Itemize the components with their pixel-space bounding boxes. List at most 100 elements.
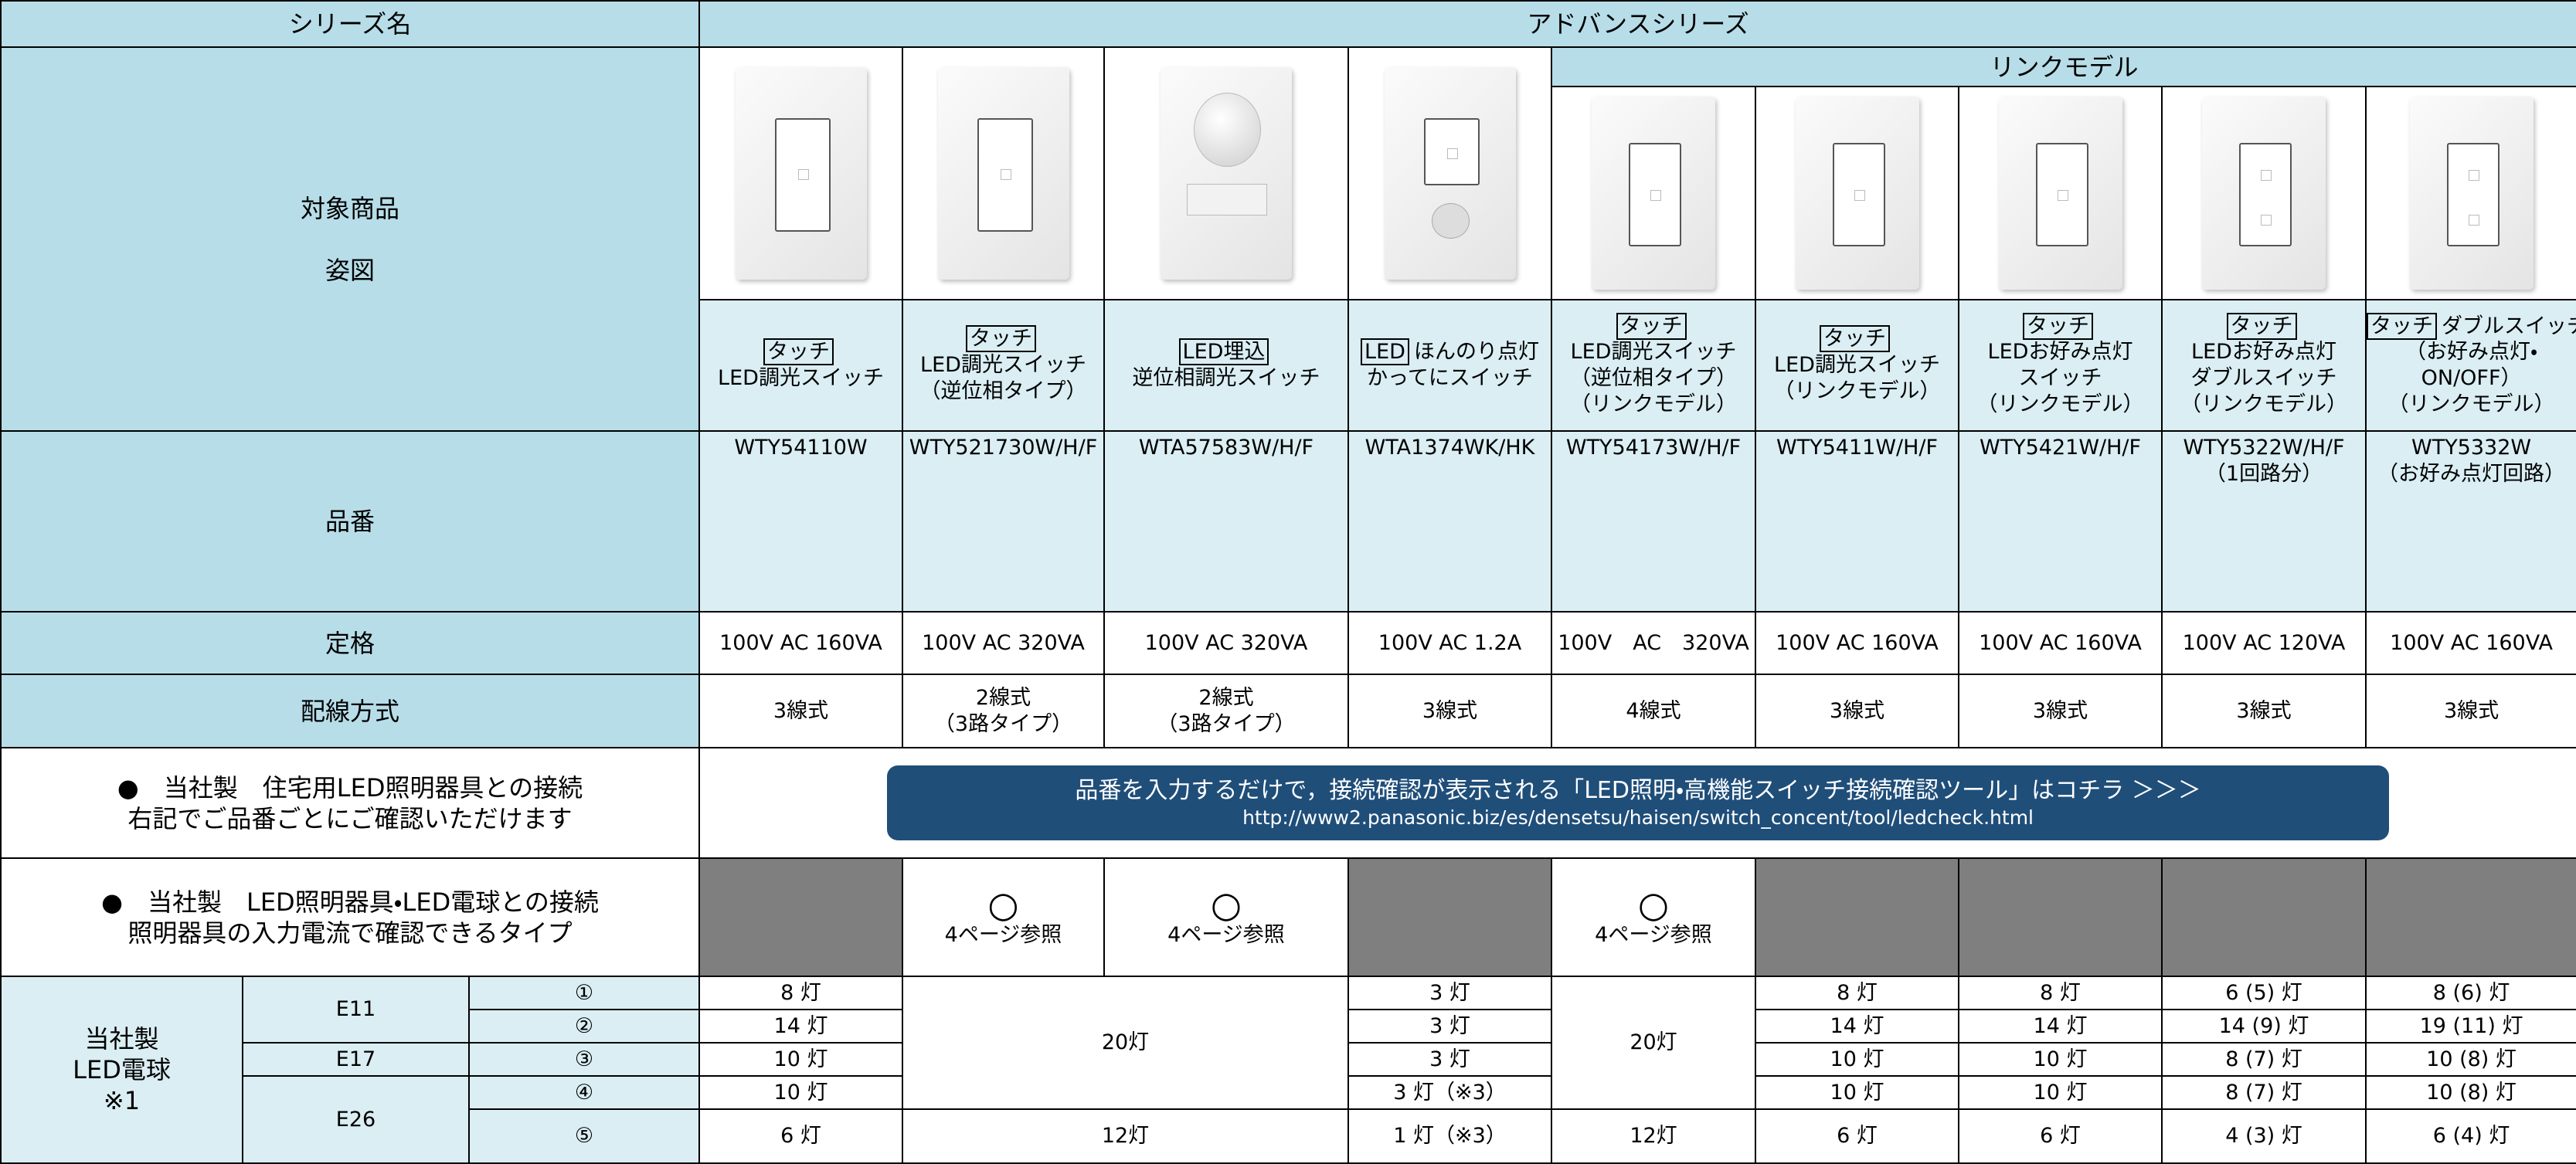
badge: LED埋込: [1178, 338, 1269, 366]
name-line: LEDお好み点灯: [2163, 339, 2364, 365]
switch-key: [977, 118, 1033, 232]
bulb-count: 6 灯: [1958, 1108, 2163, 1164]
bulb-count: 8 (6) 灯: [2364, 976, 2576, 1010]
name-text: （リンクモデル）: [1976, 392, 2144, 416]
bulb-count-text: 10 (8) 灯: [2426, 1047, 2517, 1071]
part-text: WTA1374WK/HK: [1364, 436, 1535, 460]
bulb-count-text: 8 (7) 灯: [2225, 1080, 2302, 1105]
rating: 100V AC 160VA: [2364, 611, 2576, 675]
socket-text: E17: [335, 1047, 376, 1071]
row-label-text: 対象商品: [300, 193, 399, 223]
switch-key: [2239, 143, 2292, 246]
bulb-count: 10 灯: [1958, 1042, 2163, 1077]
name-line: タッチ: [2163, 312, 2364, 340]
dial: [1193, 93, 1261, 167]
part-number: WTY5322W/H/F （1回路分）: [2161, 430, 2367, 613]
bulb-count-text: 14 (9) 灯: [2218, 1013, 2309, 1038]
bulb-num: ①: [468, 976, 700, 1010]
name-line: LED調光スイッチ: [1757, 352, 1957, 378]
banner-cell: 品番を入力するだけで，接続確認が表示される「LED照明・高機能スイッチ接続確認ツ…: [698, 747, 2576, 859]
bulb-count-text: 3 灯: [1429, 980, 1470, 1005]
bulb-count-text: 8 灯: [780, 980, 821, 1005]
wiring-text: 3線式: [2032, 698, 2088, 723]
led-check: [1958, 857, 2163, 977]
wiring: 3線式: [2161, 674, 2367, 748]
bulb-count: 10 (8) 灯: [2364, 1042, 2576, 1077]
switch-dot: [1650, 189, 1661, 201]
bulb-count: 6 灯: [1755, 1108, 1959, 1164]
bulb-count: 12灯: [902, 1108, 1349, 1164]
bulb-count: 14 (9) 灯: [2161, 1009, 2367, 1044]
bulb-label: 当社製 LED電球 ※1: [0, 976, 243, 1164]
name-line: （リンクモデル）: [2367, 392, 2575, 418]
rating: 100V AC 320VA: [1103, 611, 1349, 675]
bar: [1187, 184, 1267, 215]
banner-url: http://www2.panasonic.biz/es/densetsu/ha…: [1242, 806, 2034, 829]
bulb-count-text: 1 灯（※3）: [1393, 1124, 1507, 1149]
bulb-num-text: ⑤: [574, 1124, 594, 1149]
check-text: 4ページ参照: [1595, 922, 1712, 947]
row-label-text: 品番: [325, 507, 375, 536]
part-text: WTY54110W: [734, 436, 868, 460]
switch-image: [937, 67, 1069, 280]
bulb-count-text: 19 (11) 灯: [2419, 1013, 2523, 1038]
bulb-count-text: 14 灯: [1830, 1013, 1884, 1038]
circle-mark: ○: [987, 883, 1019, 925]
name-text: （リンクモデル）: [1570, 392, 1737, 416]
switch-image: [1795, 97, 1919, 290]
wiring: 2線式 （3路タイプ）: [1103, 674, 1349, 748]
name-text: LED調光スイッチ: [718, 366, 884, 390]
table-row: 品番 WTY54110W WTY521730W/H/F WTA57583W/H/F WT…: [0, 430, 2576, 613]
switch-dot: [2261, 169, 2272, 181]
tool-banner[interactable]: 品番を入力するだけで，接続確認が表示される「LED照明・高機能スイッチ接続確認ツ…: [887, 765, 2390, 840]
part-text: （お好み点灯回路）: [2377, 461, 2566, 486]
bulb-label-text: ※1: [103, 1086, 141, 1115]
rating: 100V AC 160VA: [1755, 611, 1959, 675]
row-label: 品番: [0, 430, 700, 613]
bulb-count: 8 灯: [1958, 976, 2163, 1010]
rating: 100V AC 120VA: [2161, 611, 2367, 675]
product-name: タッチ LED調光スイッチ: [698, 299, 903, 432]
bulb-count: 10 (8) 灯: [2364, 1075, 2576, 1110]
wiring: 3線式: [698, 674, 903, 748]
name-text: （リンクモデル）: [2387, 392, 2555, 416]
bulb-count-text: 20灯: [1630, 1030, 1677, 1055]
bulb-count: 4 (3) 灯: [2161, 1108, 2367, 1164]
bulb-count-text: 10 灯: [773, 1047, 828, 1071]
bulb-count: 3 灯: [1347, 1042, 1552, 1077]
name-line: （リンクモデル）: [2163, 392, 2364, 418]
note-text: ● 当社製 LED照明器具・LED電球との接続: [101, 887, 599, 917]
bulb-count: 14 灯: [1958, 1009, 2163, 1044]
badge: タッチ: [966, 325, 1036, 353]
rating: 100V AC 160VA: [1958, 611, 2163, 675]
wiring-text: 2線式: [975, 685, 1031, 710]
series-name: アドバンスシリーズ: [1527, 9, 1749, 39]
rating-text: 100V AC 1.2A: [1378, 630, 1522, 655]
led-check: [698, 857, 903, 977]
name-line: LED調光スイッチ: [1553, 339, 1754, 365]
bulb-count: 10 灯: [1958, 1075, 2163, 1110]
wiring: 2線式 （3路タイプ）: [902, 674, 1105, 748]
rating-text: 100V AC 160VA: [719, 630, 882, 655]
series-label: シリーズ名: [288, 9, 412, 39]
image-cell: [1755, 86, 1959, 300]
bulb-count: 6 灯: [698, 1108, 903, 1164]
product-name: タッチ LED調光スイッチ （リンクモデル）: [1755, 299, 1959, 432]
rating: 100V AC 1.2A: [1347, 611, 1552, 675]
switch-dot: [2468, 215, 2479, 226]
name-line: タッチ: [1553, 312, 1754, 340]
switch-key: [2446, 143, 2500, 246]
bulb-count: 6 (4) 灯: [2364, 1108, 2576, 1164]
name-text: LEDお好み点灯: [1987, 340, 2133, 365]
name-text: （逆位相タイプ）: [919, 378, 1087, 403]
bulb-count: 3 灯: [1347, 1009, 1552, 1044]
product-name: LED埋込 逆位相調光スイッチ: [1103, 299, 1349, 432]
socket: E11: [242, 976, 470, 1044]
led-check: ○ 4ページ参照: [1103, 857, 1349, 977]
switch-key: [774, 118, 831, 232]
wiring-text: 3線式: [2236, 698, 2292, 723]
name-text: ダブルスイッチ: [2442, 314, 2576, 338]
bulb-count-text: 8 (7) 灯: [2225, 1047, 2302, 1071]
bulb-count: 20灯: [1551, 976, 1756, 1110]
